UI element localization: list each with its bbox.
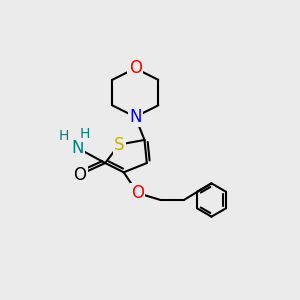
Text: N: N	[129, 108, 142, 126]
Text: H: H	[79, 127, 90, 141]
Text: O: O	[131, 184, 144, 202]
Text: S: S	[114, 136, 124, 154]
Text: O: O	[129, 59, 142, 77]
Text: H: H	[58, 130, 69, 143]
Text: O: O	[73, 166, 86, 184]
Text: N: N	[71, 139, 84, 157]
